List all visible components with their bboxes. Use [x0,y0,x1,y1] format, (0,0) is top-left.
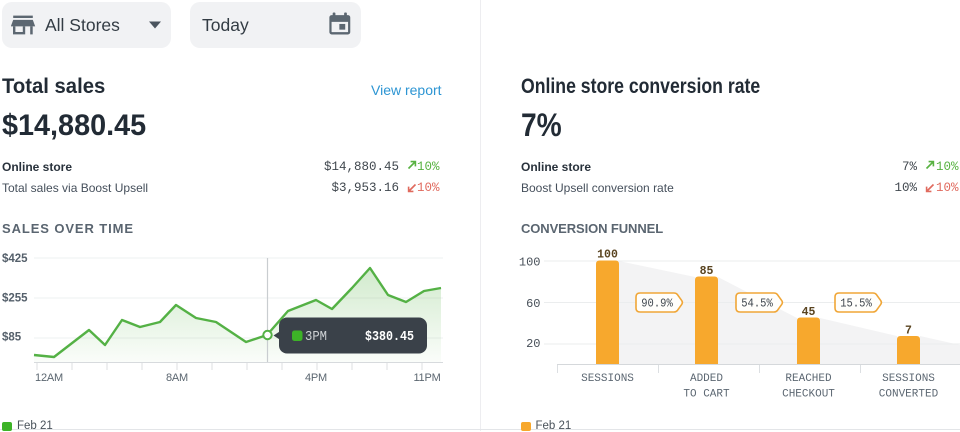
svg-text:$255: $255 [2,292,28,304]
svg-text:20: 20 [526,337,540,351]
svg-text:$425: $425 [2,253,28,265]
svg-text:100: 100 [519,256,541,270]
svg-text:12AM: 12AM [35,372,63,384]
svg-text:3PM: 3PM [305,330,327,345]
svg-text:60: 60 [526,297,540,311]
svg-text:$380.45: $380.45 [365,330,414,345]
svg-text:11PM: 11PM [413,372,440,384]
svg-text:45: 45 [802,306,816,319]
svg-text:7: 7 [905,325,912,338]
svg-text:TO CART: TO CART [683,389,730,401]
svg-text:90.9%: 90.9% [641,298,673,311]
svg-text:100: 100 [597,249,618,262]
svg-text:85: 85 [700,265,714,278]
svg-text:$85: $85 [2,331,22,343]
svg-text:SESSIONS: SESSIONS [581,373,634,385]
svg-text:54.5%: 54.5% [741,298,773,311]
svg-text:4PM: 4PM [305,372,327,384]
svg-text:CONVERTED: CONVERTED [879,389,939,401]
svg-text:15.5%: 15.5% [840,298,872,311]
svg-text:CHECKOUT: CHECKOUT [782,389,835,401]
svg-text:ADDED: ADDED [690,373,723,385]
svg-text:REACHED: REACHED [785,373,832,385]
svg-text:8AM: 8AM [166,372,188,384]
svg-text:SESSIONS: SESSIONS [882,373,935,385]
